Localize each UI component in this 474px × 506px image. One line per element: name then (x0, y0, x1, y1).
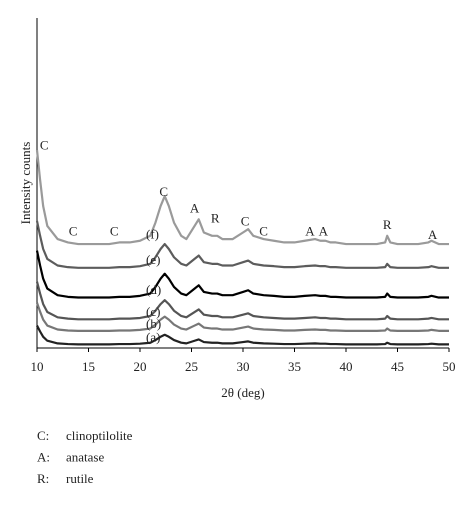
x-tick-label: 40 (340, 359, 353, 374)
note-text: clinoptilolite (66, 428, 133, 443)
x-tick-label: 10 (31, 359, 44, 374)
series-line (35, 281, 449, 321)
series-label: (a) (146, 330, 160, 345)
series-line (36, 325, 449, 346)
series-label: (b) (146, 316, 161, 331)
note-key: R: (37, 471, 49, 486)
series-line (35, 302, 449, 332)
peak-annotation: A (190, 200, 200, 215)
peak-annotation: R (383, 217, 392, 232)
series-label: (e) (146, 252, 160, 267)
x-tick-label: 30 (237, 359, 250, 374)
peak-annotation: C (40, 138, 49, 153)
x-tick-label: 50 (443, 359, 456, 374)
series-line (35, 250, 449, 299)
peak-annotation: C (159, 184, 168, 199)
x-tick-label: 45 (391, 359, 404, 374)
peak-annotation: A (305, 223, 315, 238)
series-label: (f) (146, 227, 159, 242)
x-axis-label: 2θ (deg) (221, 385, 264, 400)
note-text: rutile (66, 471, 94, 486)
x-tick-label: 15 (82, 359, 95, 374)
peak-annotation: C (69, 223, 78, 238)
peak-annotation: R (211, 210, 220, 225)
series-line (35, 149, 449, 246)
peak-annotation: C (110, 223, 119, 238)
peak-annotation: A (319, 223, 329, 238)
note-key: A: (37, 449, 50, 464)
peak-annotation: A (428, 227, 438, 242)
note-text: anatase (66, 449, 104, 464)
series-label: (c) (146, 304, 160, 319)
peak-annotation: C (241, 214, 250, 229)
x-tick-label: 20 (134, 359, 147, 374)
x-tick-label: 25 (185, 359, 198, 374)
series-label: (d) (146, 282, 161, 297)
y-axis-label: Intensity counts (18, 142, 33, 225)
peak-annotation: C (259, 223, 268, 238)
note-key: C: (37, 428, 49, 443)
series-line (35, 220, 449, 269)
x-tick-label: 35 (288, 359, 301, 374)
